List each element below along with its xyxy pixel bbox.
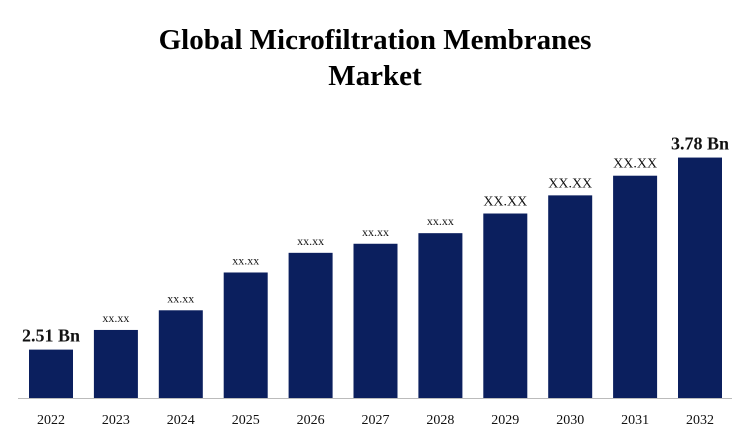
bar — [29, 349, 73, 398]
x-tick-label: 2030 — [556, 413, 584, 428]
x-tick-label: 2025 — [232, 413, 260, 428]
bar — [483, 213, 528, 398]
value-label: xx.xx — [297, 234, 324, 248]
value-label: 3.78 Bn — [671, 134, 729, 154]
x-tick-label: 2032 — [686, 413, 714, 428]
bar — [613, 175, 658, 398]
bar — [223, 272, 268, 398]
x-tick-label: 2023 — [102, 413, 130, 428]
value-label: xx.xx — [427, 214, 454, 228]
x-tick-label: 2022 — [37, 413, 65, 428]
x-tick-label: 2031 — [621, 413, 649, 428]
bar — [418, 233, 463, 398]
value-label: XX.XX — [613, 157, 657, 172]
chart-title: Global Microfiltration Membranes Market — [158, 24, 592, 92]
bar — [678, 157, 722, 398]
x-tick-label: 2024 — [167, 413, 195, 428]
value-label: XX.XX — [548, 176, 592, 191]
bar — [158, 310, 203, 398]
value-label: XX.XX — [483, 195, 527, 210]
x-tick-label: 2028 — [426, 413, 454, 428]
bar — [93, 329, 138, 398]
x-tick-label: 2026 — [297, 413, 325, 428]
bar — [353, 243, 398, 398]
x-tick-label: 2029 — [491, 413, 519, 428]
bar — [288, 252, 333, 398]
value-label: 2.51 Bn — [22, 326, 80, 346]
bar — [548, 195, 593, 398]
value-label: xx.xx — [362, 225, 389, 239]
value-label: xx.xx — [102, 311, 129, 325]
value-label: xx.xx — [232, 253, 259, 267]
x-tick-label: 2027 — [362, 413, 390, 428]
value-label: xx.xx — [167, 291, 194, 305]
